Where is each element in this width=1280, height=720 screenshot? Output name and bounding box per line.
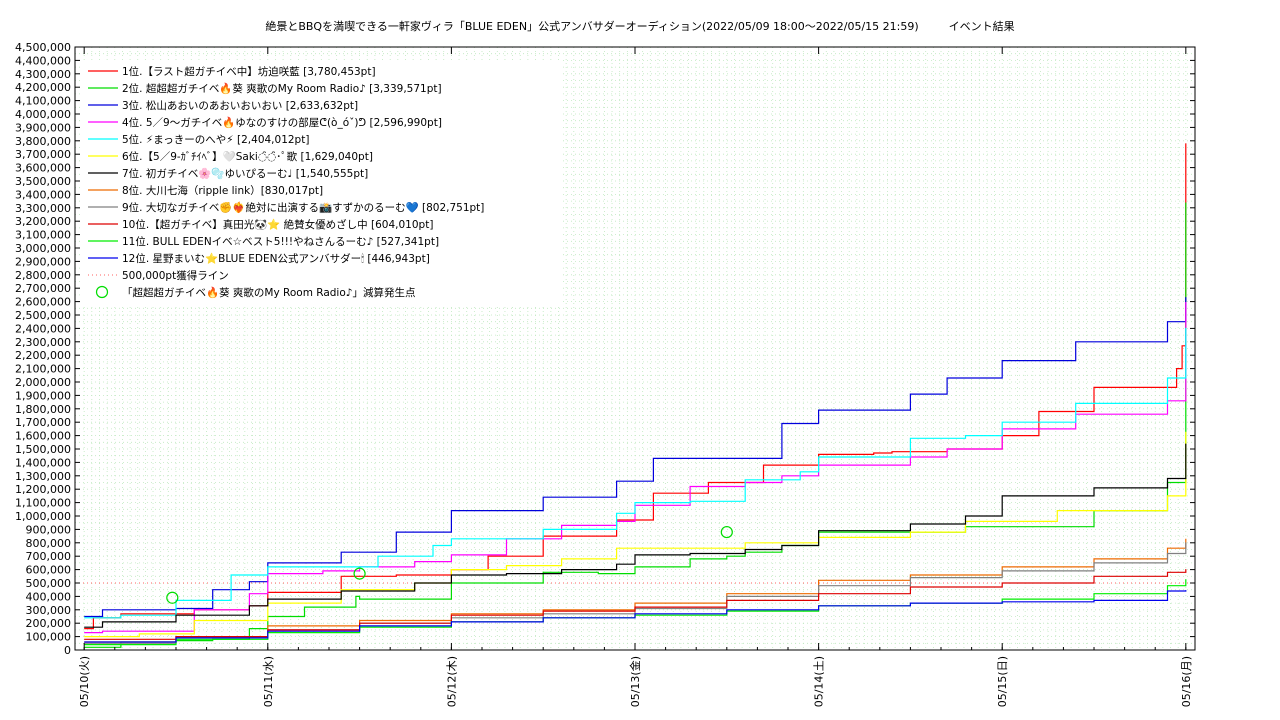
x-tick-label: 05/14(土) bbox=[813, 656, 826, 707]
y-tick-label: 3,100,000 bbox=[15, 229, 71, 242]
series-line-7 bbox=[84, 443, 1187, 628]
decrement-marker-1 bbox=[166, 591, 179, 604]
y-tick-label: 3,200,000 bbox=[15, 215, 71, 228]
y-tick-label: 1,600,000 bbox=[15, 430, 71, 443]
y-tick-label: 3,800,000 bbox=[15, 135, 71, 148]
legend: 1位.【ラスト超ガチイベ中】坊迫咲藍 [3,780,453pt] 2位. 超超超… bbox=[83, 60, 561, 305]
y-tick-label: 2,900,000 bbox=[15, 255, 71, 268]
y-tick-label: 2,700,000 bbox=[15, 282, 71, 295]
y-tick-label: 4,500,000 bbox=[15, 41, 71, 54]
y-tick-label: 600,000 bbox=[26, 564, 72, 577]
legend-swatch-marker bbox=[95, 285, 109, 299]
y-tick-label: 300,000 bbox=[26, 604, 72, 617]
y-tick-label: 100,000 bbox=[26, 631, 72, 644]
y-tick-label: 3,400,000 bbox=[15, 188, 71, 201]
legend-label-4: 4位. 5／9〜ガチイベ🔥ゆなのすけの部屋ᕦ(ò_óˇ)ᕤ [2,596,990… bbox=[122, 116, 442, 129]
legend-label-marker: 「超超超ガチイベ🔥葵 爽歌のMy Room Radio♪」減算発生点 bbox=[122, 286, 415, 299]
chart-title: 絶景とBBQを満喫できる一軒家ヴィラ「BLUE EDEN」公式アンバサダーオーデ… bbox=[265, 20, 919, 33]
y-tick-label: 400,000 bbox=[26, 590, 72, 603]
y-tick-label: 3,600,000 bbox=[15, 162, 71, 175]
x-tick-label: 05/13(金) bbox=[628, 656, 642, 707]
series-line-12 bbox=[84, 590, 1187, 643]
y-tick-label: 2,000,000 bbox=[15, 376, 71, 389]
y-tick-label: 1,500,000 bbox=[15, 443, 71, 456]
y-tick-label: 4,200,000 bbox=[15, 81, 71, 94]
y-tick-label: 1,000,000 bbox=[15, 510, 71, 523]
legend-label-10: 10位.【超ガチイベ】真田光🐼⭐ 絶賛女優めざし中 [604,010pt] bbox=[122, 218, 433, 231]
y-tick-label: 500,000 bbox=[26, 577, 72, 590]
y-tick-label: 4,300,000 bbox=[15, 68, 71, 81]
series-line-5 bbox=[84, 327, 1187, 619]
x-tick-label: 05/11(水) bbox=[262, 656, 275, 707]
y-tick-label: 3,700,000 bbox=[15, 148, 71, 161]
legend-label-5: 5位. ⚡まっきーのへや⚡ [2,404,012pt] bbox=[122, 133, 309, 146]
chart-subtitle: イベント結果 bbox=[948, 20, 1015, 33]
decrement-marker-2 bbox=[353, 567, 366, 580]
series-line-10 bbox=[84, 569, 1187, 640]
chart-title-row: 絶景とBBQを満喫できる一軒家ヴィラ「BLUE EDEN」公式アンバサダーオーデ… bbox=[0, 18, 1280, 34]
y-tick-label: 2,200,000 bbox=[15, 349, 71, 362]
y-tick-label: 1,100,000 bbox=[15, 497, 71, 510]
y-tick-label: 1,300,000 bbox=[15, 470, 71, 483]
y-tick-label: 2,300,000 bbox=[15, 336, 71, 349]
legend-background bbox=[83, 60, 561, 305]
y-tick-label: 900,000 bbox=[26, 523, 72, 536]
y-tick-label: 800,000 bbox=[26, 537, 72, 550]
x-tick-label: 05/10(火) bbox=[78, 656, 91, 707]
y-axis: 0100,000200,000300,000400,000500,000600,… bbox=[15, 41, 1195, 657]
x-tick-label: 05/15(日) bbox=[996, 656, 1009, 707]
y-tick-label: 1,900,000 bbox=[15, 389, 71, 402]
x-tick-label: 05/16(月) bbox=[1180, 656, 1193, 707]
y-tick-label: 2,100,000 bbox=[15, 363, 71, 376]
legend-label-11: 11位. BULL EDENイベ☆ベスト5!!!やねさんるーむ♪ [527,34… bbox=[122, 235, 439, 248]
y-tick-label: 4,100,000 bbox=[15, 95, 71, 108]
y-tick-label: 700,000 bbox=[26, 550, 72, 563]
series-line-11 bbox=[84, 579, 1187, 646]
y-tick-label: 3,900,000 bbox=[15, 121, 71, 134]
legend-label-12: 12位. 星野まいむ⭐BLUE EDEN公式アンバサダー🕯 [446,943pt… bbox=[122, 252, 430, 265]
legend-label-1: 1位.【ラスト超ガチイベ中】坊迫咲藍 [3,780,453pt] bbox=[122, 65, 376, 78]
x-tick-label: 05/12(木) bbox=[445, 656, 458, 707]
y-tick-label: 3,300,000 bbox=[15, 202, 71, 215]
y-tick-label: 2,500,000 bbox=[15, 309, 71, 322]
y-tick-label: 1,200,000 bbox=[15, 483, 71, 496]
x-axis: 05/10(火) 05/11(水) 05/12(木) 05/13(金) 05/14(土)… bbox=[78, 47, 1193, 707]
legend-label-6: 6位.【5／9-ｶﾞﾁｲﾍﾞ】🤍Saki◌̑◌̑･ﾟ歌 [1,629,040pt… bbox=[122, 150, 373, 163]
y-tick-label: 2,800,000 bbox=[15, 269, 71, 282]
y-tick-label: 4,000,000 bbox=[15, 108, 71, 121]
legend-label-3: 3位. 松山あおいのあおいおいおい [2,633,632pt] bbox=[122, 99, 358, 112]
legend-label-7: 7位. 初ガチイベ🌸🫧ゆいぴるーむ♩ [1,540,555pt] bbox=[122, 167, 368, 180]
y-tick-label: 1,400,000 bbox=[15, 456, 71, 469]
y-tick-label: 3,000,000 bbox=[15, 242, 71, 255]
legend-label-threshold: 500,000pt獲得ライン bbox=[122, 269, 229, 282]
legend-label-2: 2位. 超超超ガチイベ🔥葵 爽歌のMy Room Radio♪ [3,339,5… bbox=[122, 82, 442, 95]
y-tick-label: 1,700,000 bbox=[15, 416, 71, 429]
decrement-marker-3 bbox=[720, 525, 733, 539]
legend-label-9: 9位. 大切なガチイベ✊❤️‍🔥絶対に出演する📸すずかのるーむ💙 [802,75… bbox=[122, 201, 484, 214]
series-line-6 bbox=[84, 431, 1187, 638]
y-tick-label: 0 bbox=[64, 644, 71, 657]
legend-label-8: 8位. 大川七海（ripple link）[830,017pt] bbox=[122, 184, 323, 197]
y-tick-label: 3,500,000 bbox=[15, 175, 71, 188]
y-tick-label: 1,800,000 bbox=[15, 403, 71, 416]
y-tick-label: 200,000 bbox=[26, 617, 72, 630]
y-tick-label: 4,400,000 bbox=[15, 54, 71, 67]
y-tick-label: 2,600,000 bbox=[15, 296, 71, 309]
y-tick-label: 2,400,000 bbox=[15, 322, 71, 335]
